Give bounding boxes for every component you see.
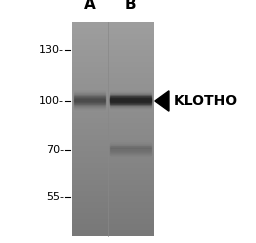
Bar — [74, 96, 105, 98]
Bar — [110, 106, 151, 108]
Text: 55-: 55- — [46, 192, 64, 202]
Bar — [110, 91, 151, 93]
Bar — [110, 91, 151, 93]
Bar — [74, 101, 105, 103]
Bar — [110, 96, 151, 98]
Bar — [110, 142, 151, 144]
Bar — [110, 93, 151, 95]
Text: B: B — [125, 0, 136, 12]
Text: 100-: 100- — [39, 96, 64, 106]
Bar — [74, 93, 105, 95]
Bar — [110, 94, 151, 96]
Bar — [74, 99, 105, 101]
Bar — [110, 104, 151, 105]
Bar — [110, 99, 151, 101]
Bar — [74, 97, 105, 99]
Bar — [74, 96, 105, 98]
Bar — [74, 105, 105, 107]
Bar — [74, 108, 105, 110]
Bar — [74, 105, 105, 107]
Bar — [74, 95, 105, 97]
Bar — [110, 107, 151, 109]
Bar — [74, 88, 105, 90]
Bar — [110, 150, 151, 152]
Bar — [110, 105, 151, 107]
Bar — [110, 108, 151, 110]
Bar — [110, 147, 151, 149]
Bar — [74, 90, 105, 92]
Bar — [110, 102, 151, 104]
Bar — [110, 95, 151, 96]
Bar — [110, 94, 151, 95]
Bar — [110, 146, 151, 148]
Bar — [74, 89, 105, 91]
Bar — [74, 103, 105, 104]
Bar — [110, 100, 151, 102]
Bar — [110, 149, 151, 151]
Text: 70-: 70- — [46, 145, 64, 155]
Bar — [74, 103, 105, 105]
Bar — [110, 145, 151, 147]
Bar — [74, 98, 105, 100]
Bar — [74, 104, 105, 106]
Bar — [74, 99, 105, 101]
Text: A: A — [84, 0, 95, 12]
Bar — [110, 99, 151, 101]
Bar — [110, 154, 151, 156]
Bar — [110, 97, 151, 99]
Bar — [110, 151, 151, 153]
Bar — [110, 143, 151, 145]
Bar — [110, 148, 151, 150]
Bar — [110, 101, 151, 103]
Bar — [110, 152, 151, 154]
Bar — [74, 109, 105, 111]
Bar — [110, 104, 151, 106]
Bar — [110, 105, 151, 107]
Bar — [110, 95, 151, 97]
Polygon shape — [155, 91, 169, 111]
Bar — [110, 102, 151, 104]
Bar — [74, 110, 105, 112]
Bar — [110, 98, 151, 100]
Bar — [74, 90, 105, 92]
Bar — [110, 147, 151, 148]
Bar — [110, 106, 151, 108]
Text: 130-: 130- — [39, 45, 64, 55]
Bar — [110, 153, 151, 155]
Bar — [110, 92, 151, 94]
Bar — [110, 92, 151, 94]
Bar — [74, 100, 105, 102]
Bar — [74, 92, 105, 94]
Bar — [74, 91, 105, 93]
Bar — [74, 94, 105, 96]
Bar — [110, 153, 151, 155]
Bar — [110, 101, 151, 103]
Bar — [110, 103, 151, 105]
Bar — [110, 98, 151, 100]
Bar — [74, 102, 105, 104]
Bar — [74, 106, 105, 108]
Bar — [74, 108, 105, 110]
Bar — [110, 144, 151, 146]
Bar — [110, 96, 151, 98]
Text: KLOTHO: KLOTHO — [174, 94, 238, 108]
Bar — [74, 93, 105, 95]
Bar — [74, 107, 105, 109]
